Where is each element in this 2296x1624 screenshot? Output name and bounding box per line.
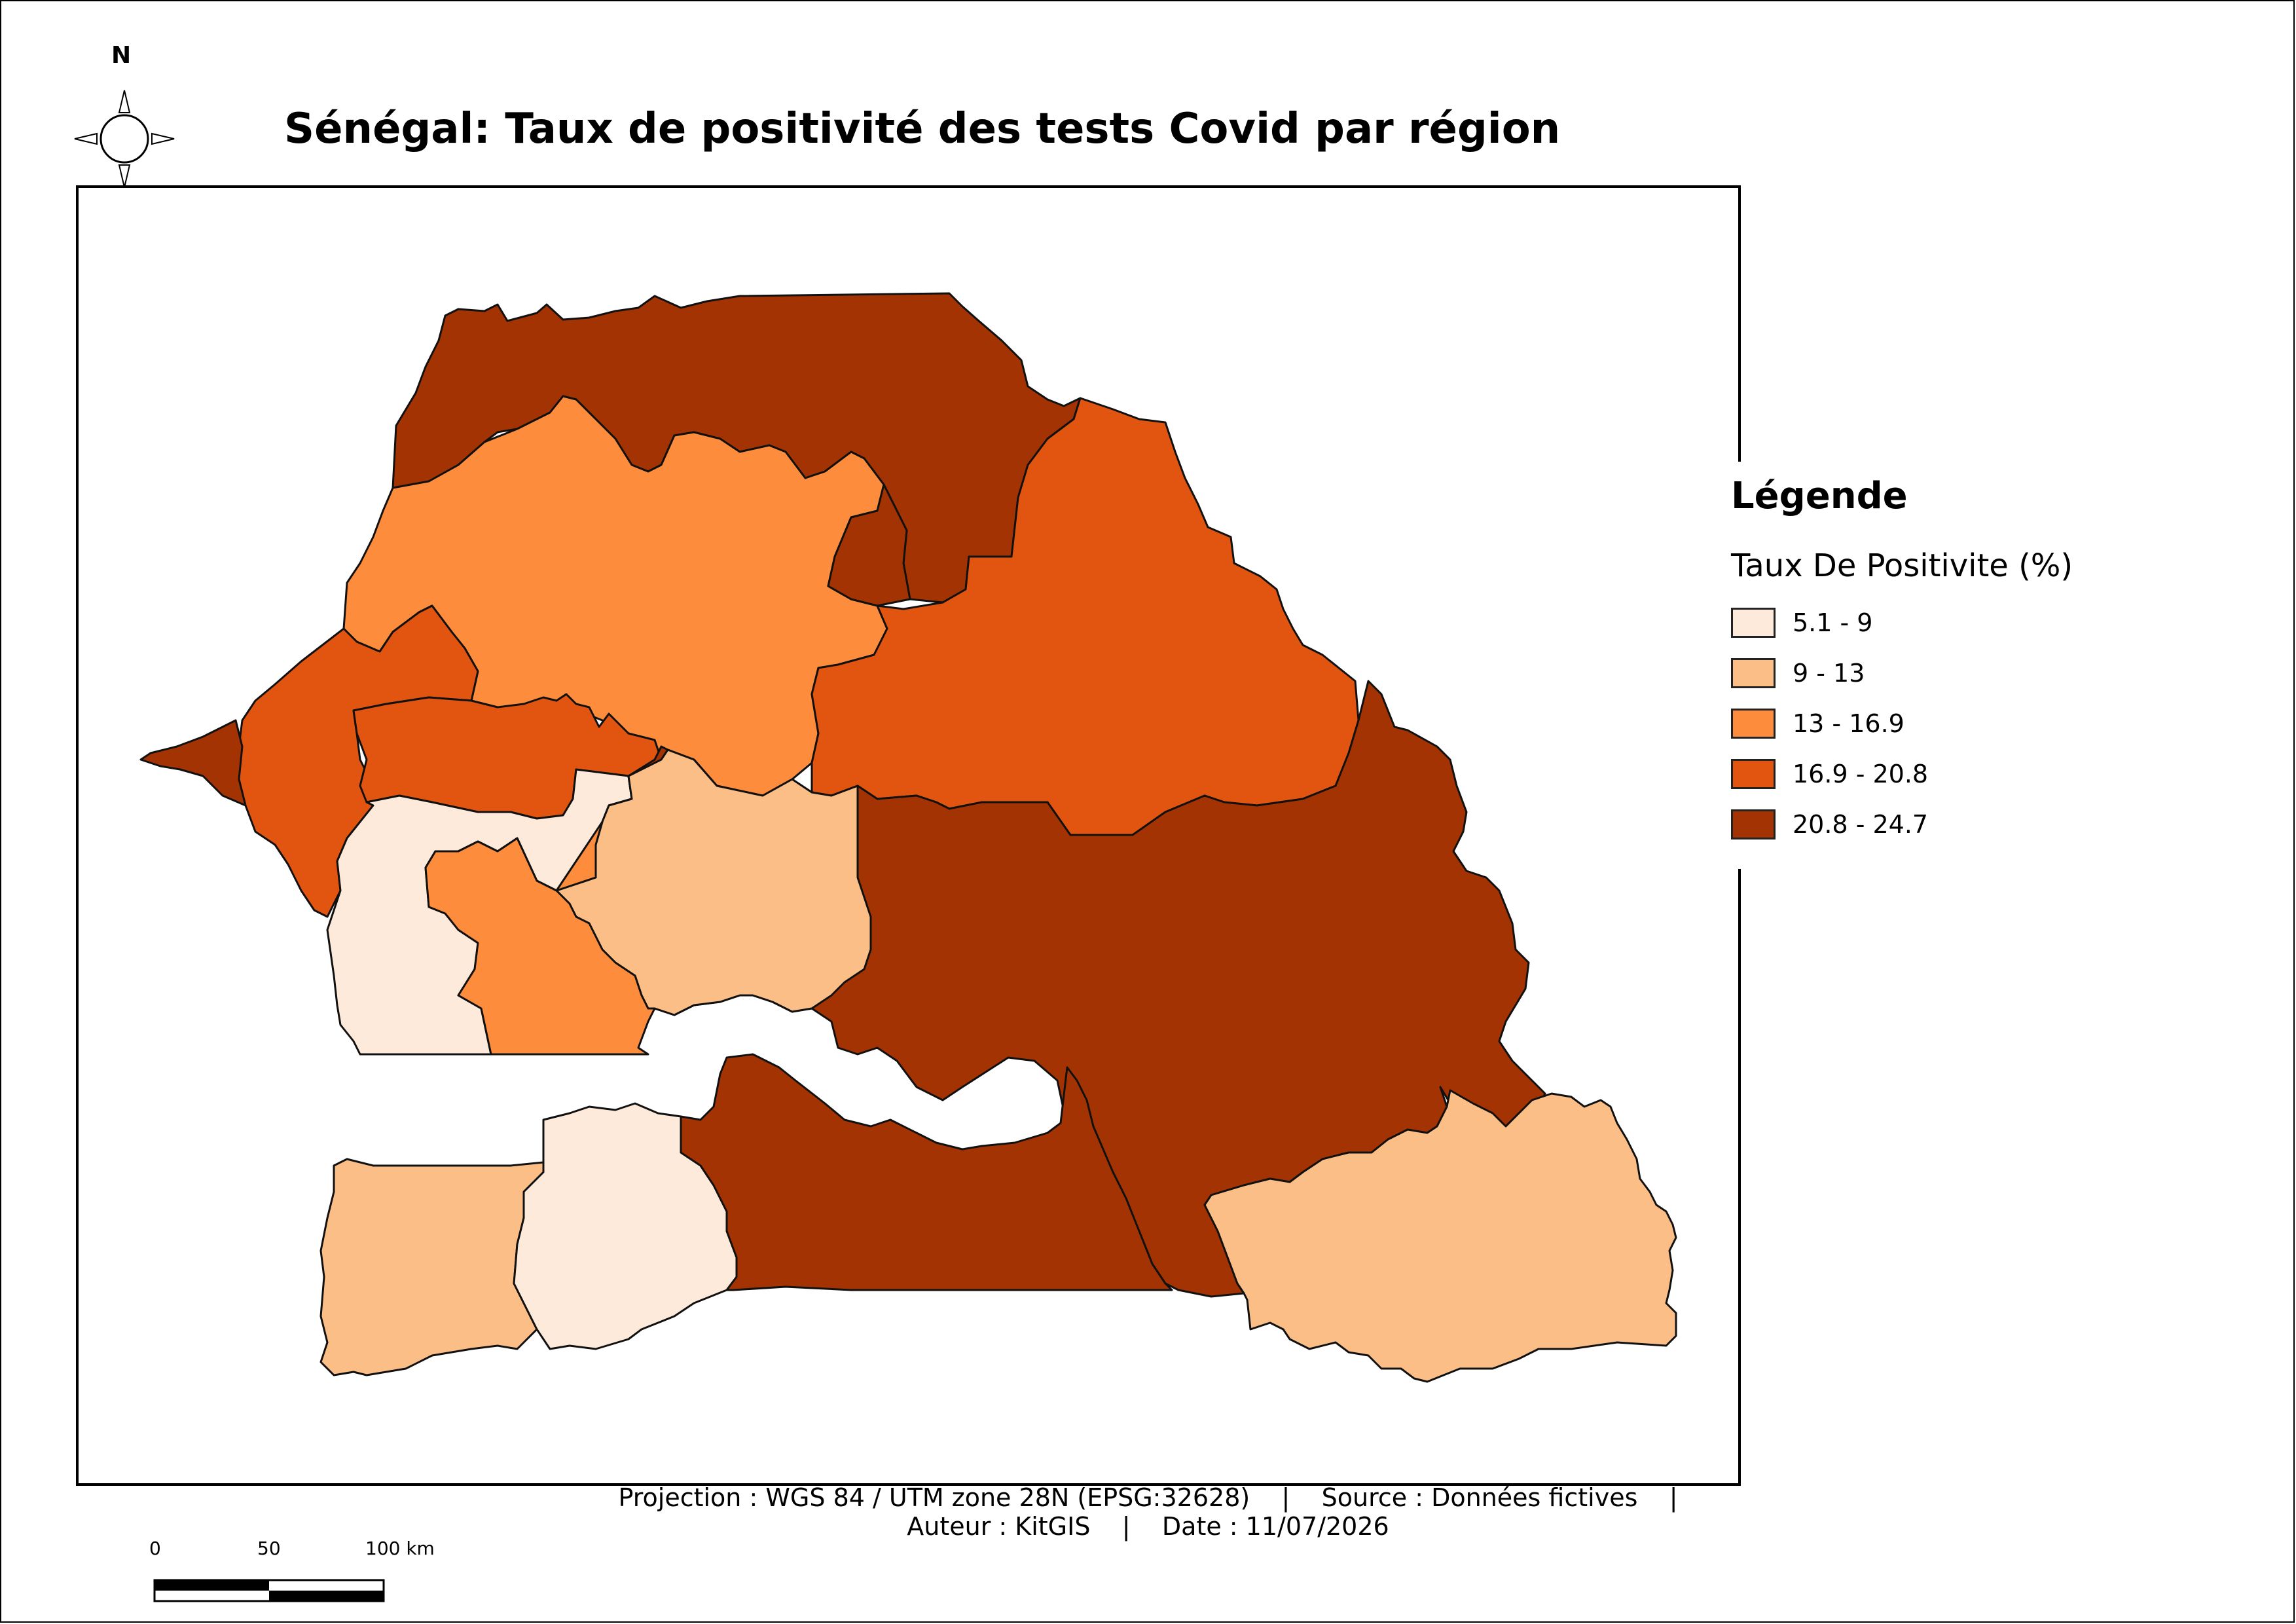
legend-label: 16.9 - 20.8 [1793,759,1929,788]
legend-label: 9 - 13 [1793,658,1865,688]
region-kaolack-south[interactable] [424,821,656,1056]
map-title: Sénégal: Taux de positivité des tests Co… [284,105,1561,153]
legend-title: Légende [1731,475,1908,517]
legend-item: 16.9 - 20.8 [1731,748,2098,799]
legend-items: 5.1 - 9 9 - 13 13 - 16.9 16.9 - 20.8 20.… [1731,597,2098,849]
legend-item: 20.8 - 24.7 [1731,799,2098,849]
north-label: N [111,42,132,69]
scale-label-100: 100 km [365,1538,435,1559]
region-kolda[interactable] [680,1053,1173,1291]
region-linguere-pocket[interactable] [827,483,911,607]
legend-swatch [1731,809,1776,840]
map-frame [76,185,1741,1486]
legend-label: 5.1 - 9 [1793,608,1873,637]
legend-swatch [1731,607,1776,638]
legend-swatch [1731,758,1776,789]
legend-subtitle: Taux De Positivite (%) [1731,547,2073,584]
legend-item: 5.1 - 9 [1731,597,2098,648]
region-layer [139,292,1677,1383]
legend-label: 13 - 16.9 [1793,709,1904,738]
scale-label-50: 50 [257,1538,281,1559]
region-dakar[interactable] [139,719,247,807]
scale-label-0: 0 [149,1538,161,1559]
legend-label: 20.8 - 24.7 [1793,809,1929,839]
legend-item: 13 - 16.9 [1731,698,2098,748]
footer-line-1: Projection : WGS 84 / UTM zone 28N (EPSG… [618,1483,1678,1512]
legend-panel: Légende Taux De Positivite (%) 5.1 - 9 9… [1728,462,2098,869]
region-kedougou[interactable] [1203,1089,1677,1383]
region-ziguinchor[interactable] [319,1158,545,1376]
compass-rose-icon [74,90,175,188]
legend-item: 9 - 13 [1731,648,2098,698]
map-footer: Projection : WGS 84 / UTM zone 28N (EPSG… [0,1483,2296,1541]
footer-line-2: Auteur : KitGIS | Date : 11/07/2026 [907,1512,1389,1541]
scale-bar [153,1579,385,1602]
legend-swatch [1731,657,1776,688]
legend-swatch [1731,708,1776,739]
